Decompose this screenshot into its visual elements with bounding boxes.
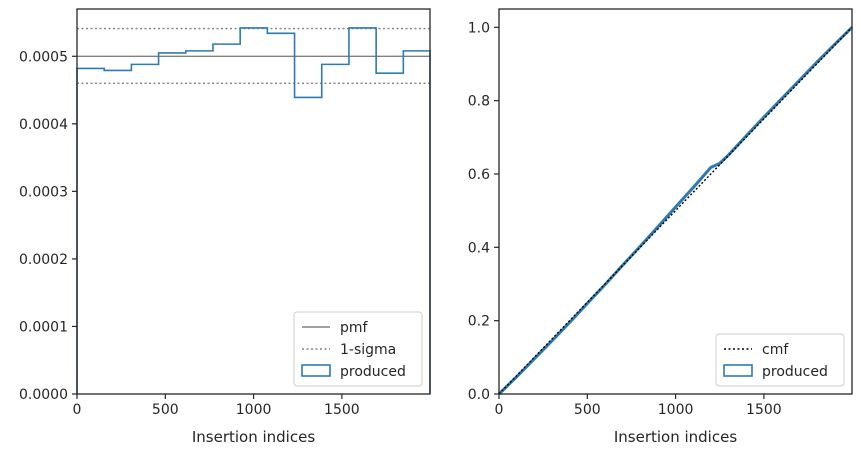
y-tick-label: 0.0000 (19, 387, 68, 403)
x-tick-label: 0 (73, 402, 82, 418)
y-tick-label: 0.0004 (19, 117, 68, 133)
x-tick-label: 500 (152, 402, 179, 418)
legend-box (293, 311, 423, 387)
x-tick-label: 500 (574, 402, 601, 418)
y-tick-label: 0.8 (468, 94, 490, 110)
x-tick-label: 1000 (236, 402, 272, 418)
produced-histogram (76, 27, 431, 394)
cmf-line (498, 26, 853, 395)
y-tick-label: 0.0003 (19, 184, 68, 200)
produced-cumulative-line (497, 26, 854, 396)
legend-label-produced: produced (762, 364, 828, 380)
cmf-chart: 0 500 1000 1500 0.0 0.2 0.4 0.6 0.8 1.0 Insertion … (468, 8, 854, 446)
pmf-chart: 0 500 1000 1500 0.0000 0.0001 0.0002 0.0003 0.00… (19, 8, 431, 446)
y-tick-label: 0.6 (468, 167, 490, 183)
legend-swatch-produced (723, 364, 753, 377)
y-tick-label: 0.4 (468, 240, 490, 256)
legend: pmf 1-sigma produced (293, 311, 423, 387)
legend-label-cmf: cmf (762, 342, 789, 358)
x-tick-label: 1500 (746, 402, 782, 418)
legend-label-sigma: 1-sigma (340, 342, 396, 358)
y-tick-label: 0.0002 (19, 252, 68, 268)
x-axis-label: Insertion indices (614, 428, 737, 446)
x-tick-label: 0 (495, 402, 504, 418)
y-tick-label: 0.0 (468, 387, 490, 403)
legend-label-pmf: pmf (340, 320, 369, 336)
legend-label-produced: produced (340, 364, 406, 380)
y-tick-label: 0.0005 (19, 49, 68, 65)
x-tick-label: 1500 (324, 402, 360, 418)
legend-swatch-produced (301, 364, 331, 377)
legend: cmf produced (715, 333, 845, 387)
y-tick-label: 1.0 (468, 20, 490, 36)
legend-box (715, 333, 845, 387)
x-tick-label: 1000 (658, 402, 694, 418)
y-tick-label: 0.0001 (19, 319, 68, 335)
x-axis-label: Insertion indices (192, 428, 315, 446)
y-tick-label: 0.2 (468, 314, 490, 330)
